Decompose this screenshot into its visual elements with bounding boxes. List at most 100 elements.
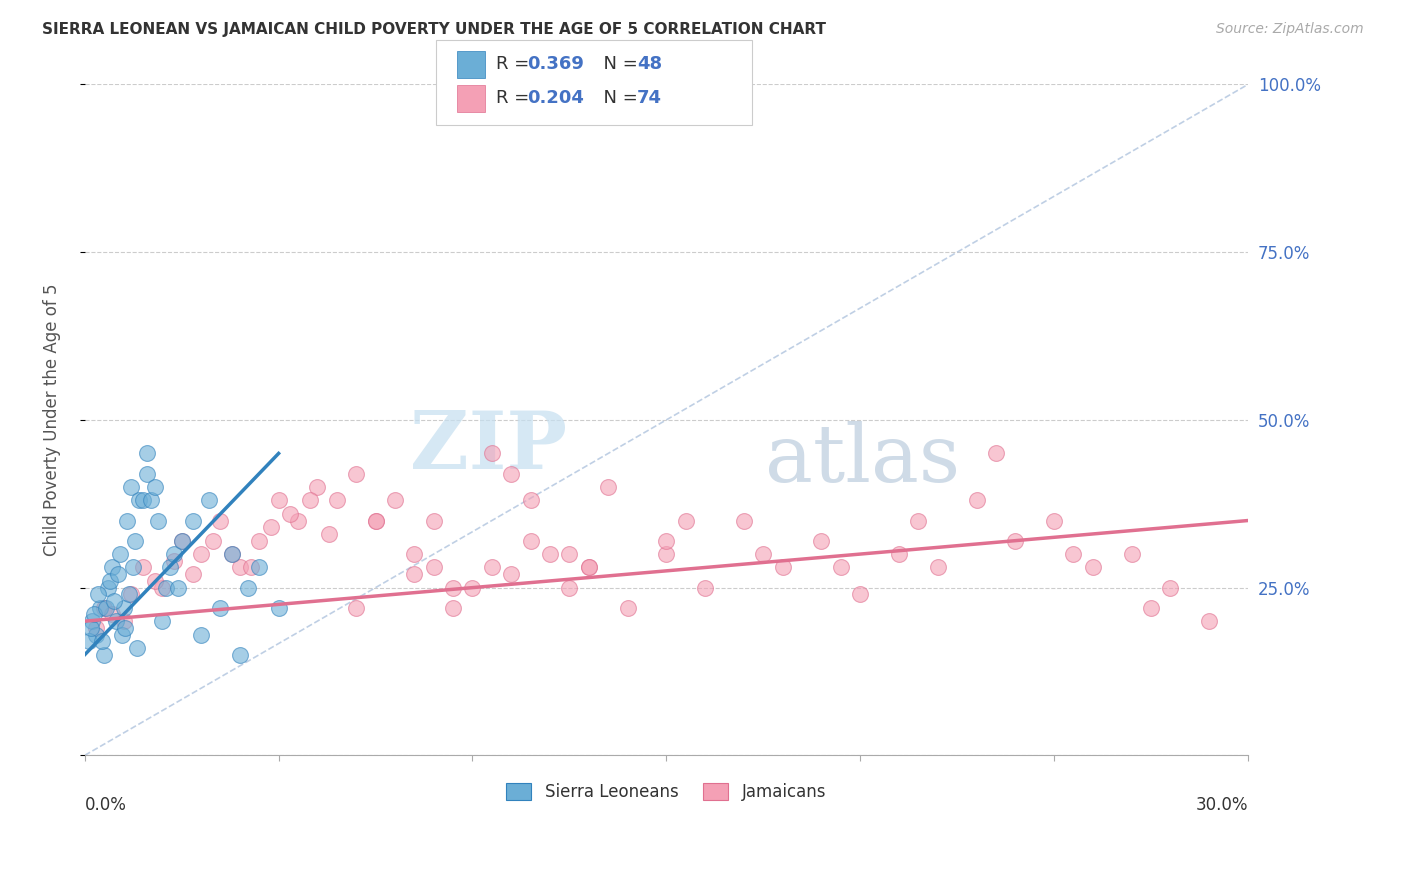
Text: N =: N = <box>592 89 644 107</box>
Point <box>125 640 148 655</box>
Point <box>501 567 523 582</box>
Point <box>108 547 131 561</box>
Point <box>441 600 464 615</box>
Point <box>98 574 121 588</box>
Point <box>655 547 678 561</box>
Point <box>675 514 697 528</box>
Point <box>326 493 349 508</box>
Point <box>143 574 166 588</box>
Point <box>247 560 270 574</box>
Point <box>240 560 263 574</box>
Point <box>107 567 129 582</box>
Point <box>519 493 541 508</box>
Point <box>1081 560 1104 574</box>
Point <box>307 480 329 494</box>
Point <box>94 600 117 615</box>
Point <box>287 514 309 528</box>
Point <box>112 614 135 628</box>
Point <box>247 533 270 548</box>
Point <box>384 493 406 508</box>
Text: R =: R = <box>496 89 536 107</box>
Point <box>79 621 101 635</box>
Point <box>229 648 252 662</box>
Point <box>927 560 949 574</box>
Point <box>441 581 464 595</box>
Text: SIERRA LEONEAN VS JAMAICAN CHILD POVERTY UNDER THE AGE OF 5 CORRELATION CHART: SIERRA LEONEAN VS JAMAICAN CHILD POVERTY… <box>42 22 827 37</box>
Point <box>201 533 224 548</box>
Point <box>461 581 484 595</box>
Point <box>221 547 243 561</box>
Point <box>1121 547 1143 561</box>
Point <box>1159 581 1181 595</box>
Point <box>163 547 186 561</box>
Point <box>159 560 181 574</box>
Point <box>155 581 177 595</box>
Point <box>578 560 600 574</box>
Point <box>344 600 367 615</box>
Point <box>298 493 321 508</box>
Point <box>616 600 638 615</box>
Point <box>267 600 290 615</box>
Point <box>1198 614 1220 628</box>
Point <box>124 533 146 548</box>
Point <box>772 560 794 574</box>
Point <box>181 514 204 528</box>
Point <box>118 587 141 601</box>
Point <box>82 614 104 628</box>
Text: 0.0%: 0.0% <box>84 796 127 814</box>
Point <box>190 547 212 561</box>
Point <box>148 514 170 528</box>
Text: 0.204: 0.204 <box>527 89 583 107</box>
Point <box>135 467 157 481</box>
Point <box>150 581 173 595</box>
Point <box>481 560 503 574</box>
Point <box>101 607 124 622</box>
Text: 30.0%: 30.0% <box>1195 796 1249 814</box>
Point <box>93 648 115 662</box>
Point <box>120 480 142 494</box>
Point <box>538 547 561 561</box>
Text: ZIP: ZIP <box>411 408 568 486</box>
Text: N =: N = <box>592 55 644 73</box>
Point <box>1140 600 1163 615</box>
Point <box>209 514 232 528</box>
Point <box>598 480 620 494</box>
Text: 48: 48 <box>637 55 662 73</box>
Point <box>318 527 340 541</box>
Point <box>501 467 523 481</box>
Point <box>122 560 145 574</box>
Point <box>404 547 426 561</box>
Point <box>481 446 503 460</box>
Point <box>87 587 110 601</box>
Point <box>135 446 157 460</box>
Point <box>117 514 139 528</box>
Point <box>558 547 581 561</box>
Point <box>150 614 173 628</box>
Point <box>163 554 186 568</box>
Point <box>558 581 581 595</box>
Point <box>170 533 193 548</box>
Point <box>86 627 108 641</box>
Point <box>1043 514 1066 528</box>
Point <box>364 514 387 528</box>
Point <box>181 567 204 582</box>
Point <box>190 627 212 641</box>
Point <box>849 587 872 601</box>
Point <box>114 621 136 635</box>
Point <box>887 547 910 561</box>
Text: Source: ZipAtlas.com: Source: ZipAtlas.com <box>1216 22 1364 37</box>
Point <box>104 614 127 628</box>
Point <box>364 514 387 528</box>
Point <box>278 507 301 521</box>
Point <box>139 493 162 508</box>
Legend: Sierra Leoneans, Jamaicans: Sierra Leoneans, Jamaicans <box>499 776 832 807</box>
Text: R =: R = <box>496 55 536 73</box>
Point <box>695 581 717 595</box>
Point <box>103 594 125 608</box>
Point <box>733 514 755 528</box>
Point <box>170 533 193 548</box>
Point <box>752 547 775 561</box>
Text: 0.369: 0.369 <box>527 55 583 73</box>
Point <box>578 560 600 574</box>
Point <box>830 560 852 574</box>
